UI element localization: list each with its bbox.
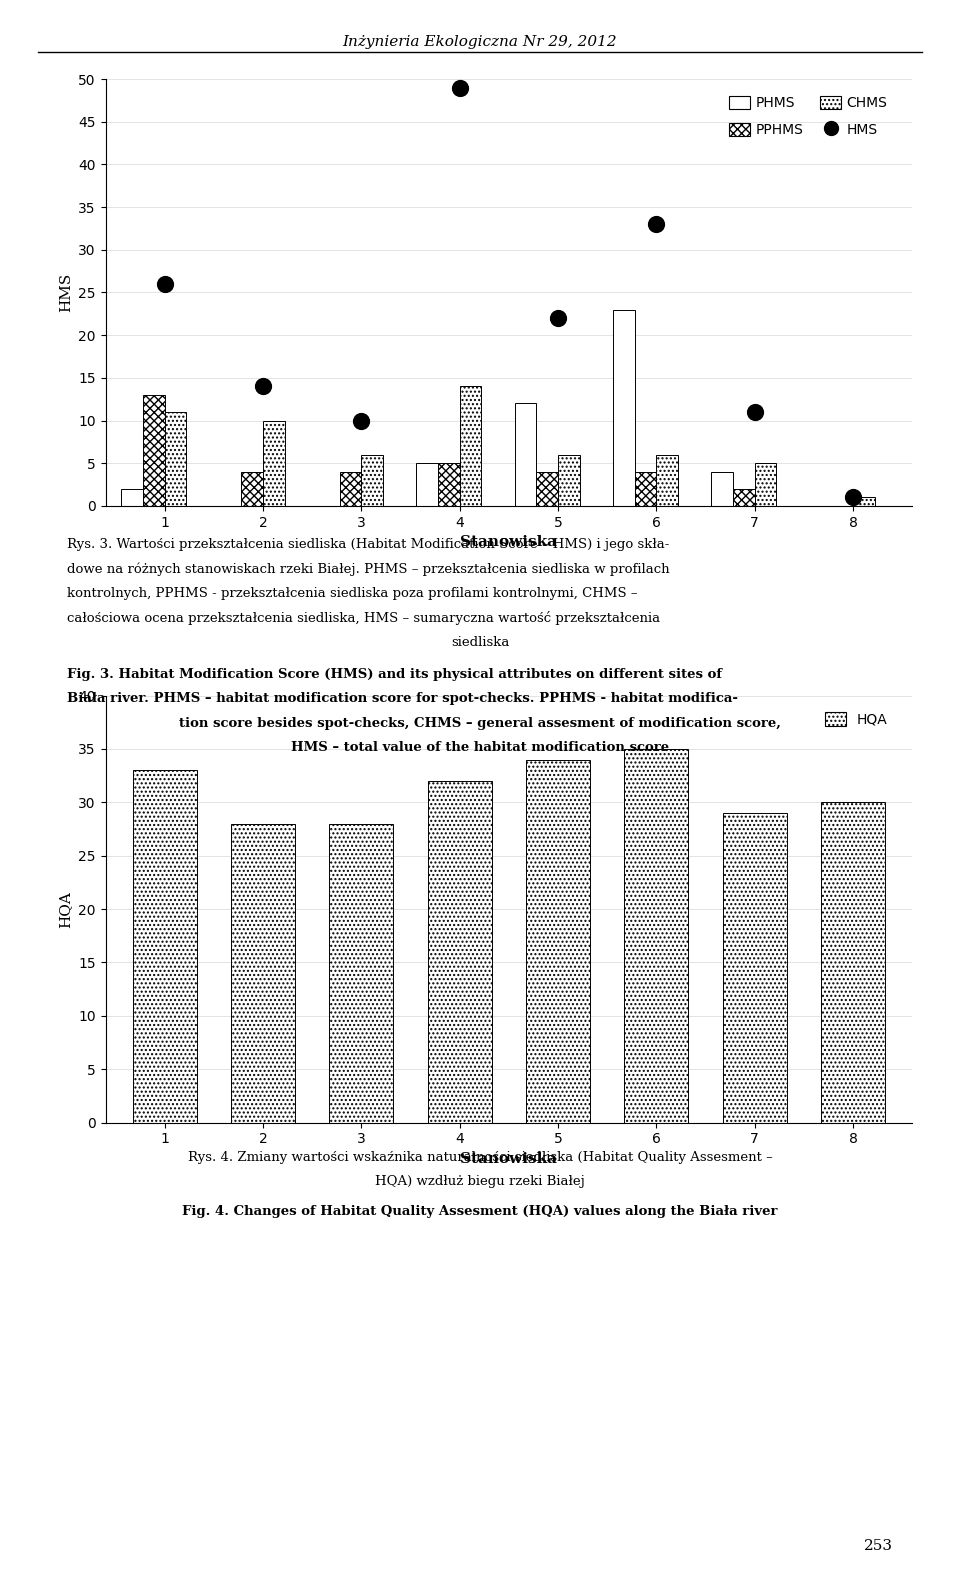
- Point: [846, 485, 861, 511]
- Bar: [460, 386, 481, 506]
- Point: [255, 373, 271, 398]
- Bar: [537, 471, 558, 506]
- Bar: [329, 824, 394, 1123]
- Bar: [427, 781, 492, 1123]
- Bar: [417, 463, 438, 506]
- Text: kontrolnych, PPHMS - przekształcenia siedliska poza profilami kontrolnymi, CHMS : kontrolnych, PPHMS - przekształcenia sie…: [67, 587, 637, 599]
- Bar: [711, 471, 733, 506]
- Bar: [143, 395, 164, 506]
- Legend: PHMS, PPHMS, CHMS, HMS: PHMS, PPHMS, CHMS, HMS: [724, 90, 893, 142]
- Text: całościowa ocena przekształcenia siedliska, HMS – sumaryczna wartość przekształc: całościowa ocena przekształcenia siedlis…: [67, 610, 660, 624]
- X-axis label: Stanowiska: Stanowiska: [460, 536, 558, 549]
- Text: Rys. 4. Zmiany wartości wskaźnika naturalności siedliska (Habitat Quality Assesm: Rys. 4. Zmiany wartości wskaźnika natura…: [187, 1151, 773, 1164]
- Bar: [635, 471, 657, 506]
- Y-axis label: HMS: HMS: [59, 274, 73, 311]
- Bar: [361, 455, 383, 506]
- Text: HQA) wzdłuż biegu rzeki Białej: HQA) wzdłuż biegu rzeki Białej: [375, 1176, 585, 1189]
- Text: 253: 253: [864, 1538, 893, 1553]
- Text: Biała river. PHMS – habitat modification score for spot-checks. PPHMS - habitat : Biała river. PHMS – habitat modification…: [67, 692, 738, 705]
- Bar: [558, 455, 580, 506]
- Bar: [526, 759, 590, 1123]
- Bar: [121, 489, 143, 506]
- Bar: [821, 802, 885, 1123]
- X-axis label: Stanowiska: Stanowiska: [460, 1153, 558, 1165]
- Legend: HQA: HQA: [819, 707, 893, 732]
- Bar: [515, 403, 537, 506]
- Bar: [613, 310, 635, 506]
- Bar: [438, 463, 460, 506]
- Point: [747, 400, 762, 425]
- Point: [649, 212, 664, 237]
- Point: [550, 305, 565, 330]
- Bar: [241, 471, 263, 506]
- Bar: [132, 770, 197, 1123]
- Point: [452, 74, 468, 100]
- Y-axis label: HQA: HQA: [59, 890, 73, 928]
- Bar: [723, 813, 786, 1123]
- Text: HMS – total value of the habitat modification score: HMS – total value of the habitat modific…: [291, 741, 669, 754]
- Text: Inżynieria Ekologiczna Nr 29, 2012: Inżynieria Ekologiczna Nr 29, 2012: [343, 35, 617, 49]
- Text: dowe na różnych stanowiskach rzeki Białej. PHMS – przekształcenia siedliska w pr: dowe na różnych stanowiskach rzeki Białe…: [67, 561, 670, 575]
- Point: [156, 272, 172, 297]
- Bar: [755, 463, 777, 506]
- Text: Fig. 4. Changes of Habitat Quality Assesment (HQA) values along the Biała river: Fig. 4. Changes of Habitat Quality Asses…: [182, 1205, 778, 1217]
- Text: siedliska: siedliska: [451, 636, 509, 648]
- Bar: [853, 498, 875, 506]
- Point: [353, 408, 369, 433]
- Bar: [733, 489, 755, 506]
- Text: Rys. 3. Wartości przekształcenia siedliska (Habitat Modification Score – HMS) i : Rys. 3. Wartości przekształcenia siedlis…: [67, 538, 669, 550]
- Bar: [231, 824, 295, 1123]
- Text: Fig. 3. Habitat Modification Score (HMS) and its physical attributes on differen: Fig. 3. Habitat Modification Score (HMS)…: [67, 667, 722, 681]
- Bar: [657, 455, 678, 506]
- Bar: [164, 413, 186, 506]
- Bar: [263, 421, 284, 506]
- Text: tion score besides spot-checks, CHMS – general assesment of modification score,: tion score besides spot-checks, CHMS – g…: [180, 718, 780, 730]
- Bar: [624, 749, 688, 1123]
- Bar: [340, 471, 361, 506]
